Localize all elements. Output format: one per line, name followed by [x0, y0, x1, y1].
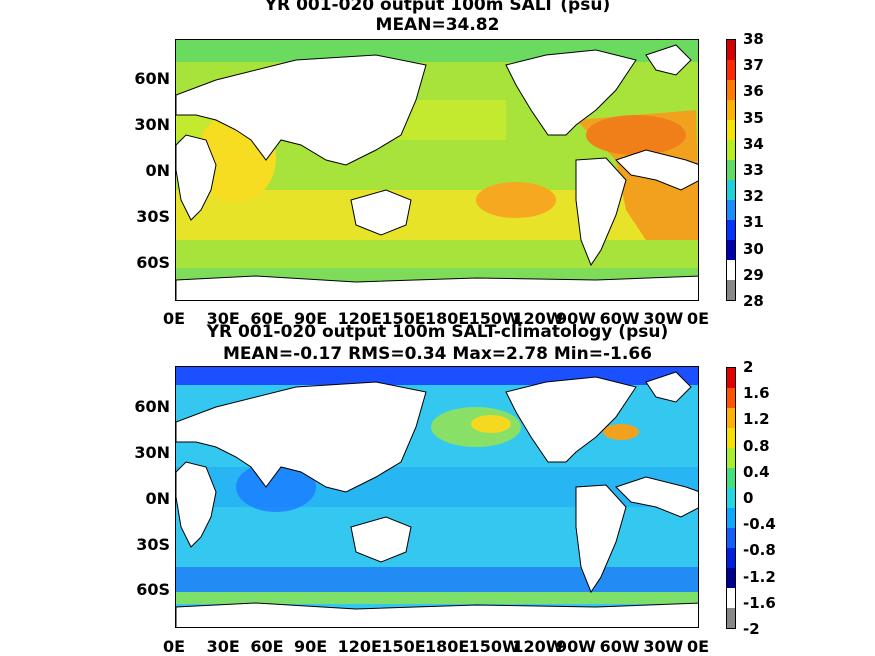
top-salinity-map	[175, 39, 699, 301]
bottom-map-svg	[176, 367, 698, 627]
bottom-colorbar-tick: 0.8	[743, 436, 770, 455]
top-eurasia	[176, 54, 427, 166]
bottom-colorbar-tick: 1.2	[743, 410, 770, 429]
bottom-colorbar-tick: -0.4	[743, 515, 776, 534]
bottom-africa-east	[176, 461, 217, 548]
bottom-lon-label: 180E	[425, 637, 470, 656]
top-lat-60s: 60S	[136, 253, 170, 272]
top-north-america	[505, 49, 637, 136]
bottom-colorbar-tick: -2	[743, 620, 760, 638]
top-lon-label: 150W	[468, 309, 520, 328]
top-lon-label: 180E	[425, 309, 470, 328]
top-colorbar-tick: 29	[743, 265, 764, 284]
bottom-lat-60n: 60N	[134, 397, 170, 416]
top-colorbar-tick: 37	[743, 56, 764, 75]
top-lon-label: 150E	[381, 309, 426, 328]
bottom-eurasia	[176, 381, 427, 493]
bottom-lon-label: 90E	[294, 637, 328, 656]
top-continents	[176, 44, 698, 300]
top-colorbar-tick: 34	[743, 134, 764, 153]
bottom-colorbar-tick: 0	[743, 489, 754, 507]
bottom-colorbar-tick: 0.4	[743, 462, 770, 481]
bottom-colorbar	[726, 367, 736, 629]
bottom-lon-label: 30W	[643, 637, 684, 656]
top-lat-30s: 30S	[136, 207, 170, 226]
top-title: YR 001-020 output 100m SALT (psu)	[264, 0, 611, 15]
top-north-atlantic-max	[586, 115, 686, 155]
bottom-africa-west	[615, 476, 698, 518]
top-colorbar-tick: 31	[743, 213, 764, 232]
bottom-salinity-anomaly-map	[175, 366, 699, 628]
top-lon-label: 120E	[337, 309, 382, 328]
top-lon-label: 60E	[250, 309, 284, 328]
bottom-title: YR 001-020 output 100m SALT-climatology …	[206, 322, 669, 342]
bottom-australia	[350, 516, 412, 563]
top-lat-60n: 60N	[134, 69, 170, 88]
bottom-lon-label: 120W	[512, 637, 564, 656]
bottom-colorbar-tick: 2	[743, 358, 754, 376]
bottom-north-america	[505, 376, 637, 463]
bottom-subtitle: MEAN=-0.17 RMS=0.34 Max=2.78 Min=-1.66	[223, 344, 652, 364]
top-lon-label: 0E	[163, 309, 186, 328]
bottom-southern-fresh-band	[176, 567, 698, 592]
top-lon-label: 60W	[599, 309, 640, 328]
top-antarctica	[176, 275, 698, 300]
top-subtitle: MEAN=34.82	[375, 15, 500, 35]
bottom-colorbar-tick: -0.8	[743, 541, 776, 560]
bottom-arctic-band	[176, 367, 698, 385]
top-colorbar-tick: 32	[743, 187, 764, 206]
top-lon-label: 30W	[643, 309, 684, 328]
top-colorbar-tick: 30	[743, 239, 764, 258]
top-map-svg	[176, 40, 698, 300]
bottom-greenland	[645, 371, 692, 403]
bottom-lon-label: 30E	[206, 637, 240, 656]
bottom-lat-30n: 30N	[134, 443, 170, 462]
top-colorbar-tick: 33	[743, 161, 764, 179]
top-colorbar-tick: 35	[743, 108, 764, 127]
bottom-north-pacific-max	[471, 415, 511, 433]
bottom-continents	[176, 371, 698, 627]
top-lon-label: 90W	[556, 309, 596, 328]
top-lon-label: 90E	[294, 309, 328, 328]
top-lon-label: 30E	[206, 309, 240, 328]
top-south-america	[575, 157, 627, 267]
bottom-circumpolar-pos	[176, 592, 698, 604]
bottom-lon-label: 60W	[599, 637, 640, 656]
bottom-lon-label: 90W	[556, 637, 596, 656]
top-south-pacific-max	[476, 182, 556, 218]
bottom-lon-label: 0E	[687, 637, 710, 656]
top-lat-30n: 30N	[134, 115, 170, 134]
top-australia	[350, 189, 412, 236]
bottom-lon-label: 120E	[337, 637, 382, 656]
top-colorbar-tick: 38	[743, 30, 764, 48]
top-africa-east	[176, 134, 217, 221]
bottom-lon-label: 0E	[163, 637, 186, 656]
bottom-lat-0n: 0N	[145, 489, 170, 508]
bottom-lon-label: 150W	[468, 637, 520, 656]
top-colorbar-tick: 28	[743, 292, 764, 310]
top-colorbar-tick: 36	[743, 82, 764, 101]
bottom-colorbar-tick: -1.6	[743, 593, 776, 612]
top-africa-west	[615, 149, 698, 191]
bottom-lon-label: 150E	[381, 637, 426, 656]
top-lon-label: 120W	[512, 309, 564, 328]
top-greenland	[645, 44, 692, 76]
bottom-south-america	[575, 484, 627, 594]
bottom-lon-label: 60E	[250, 637, 284, 656]
bottom-gulf-stream	[603, 424, 639, 440]
top-colorbar	[726, 39, 736, 301]
bottom-antarctica	[176, 602, 698, 627]
bottom-lat-30s: 30S	[136, 535, 170, 554]
top-lat-0n: 0N	[145, 161, 170, 180]
top-lon-label: 0E	[687, 309, 710, 328]
bottom-lat-60s: 60S	[136, 580, 170, 599]
bottom-colorbar-tick: 1.6	[743, 384, 770, 403]
bottom-colorbar-tick: -1.2	[743, 567, 776, 586]
